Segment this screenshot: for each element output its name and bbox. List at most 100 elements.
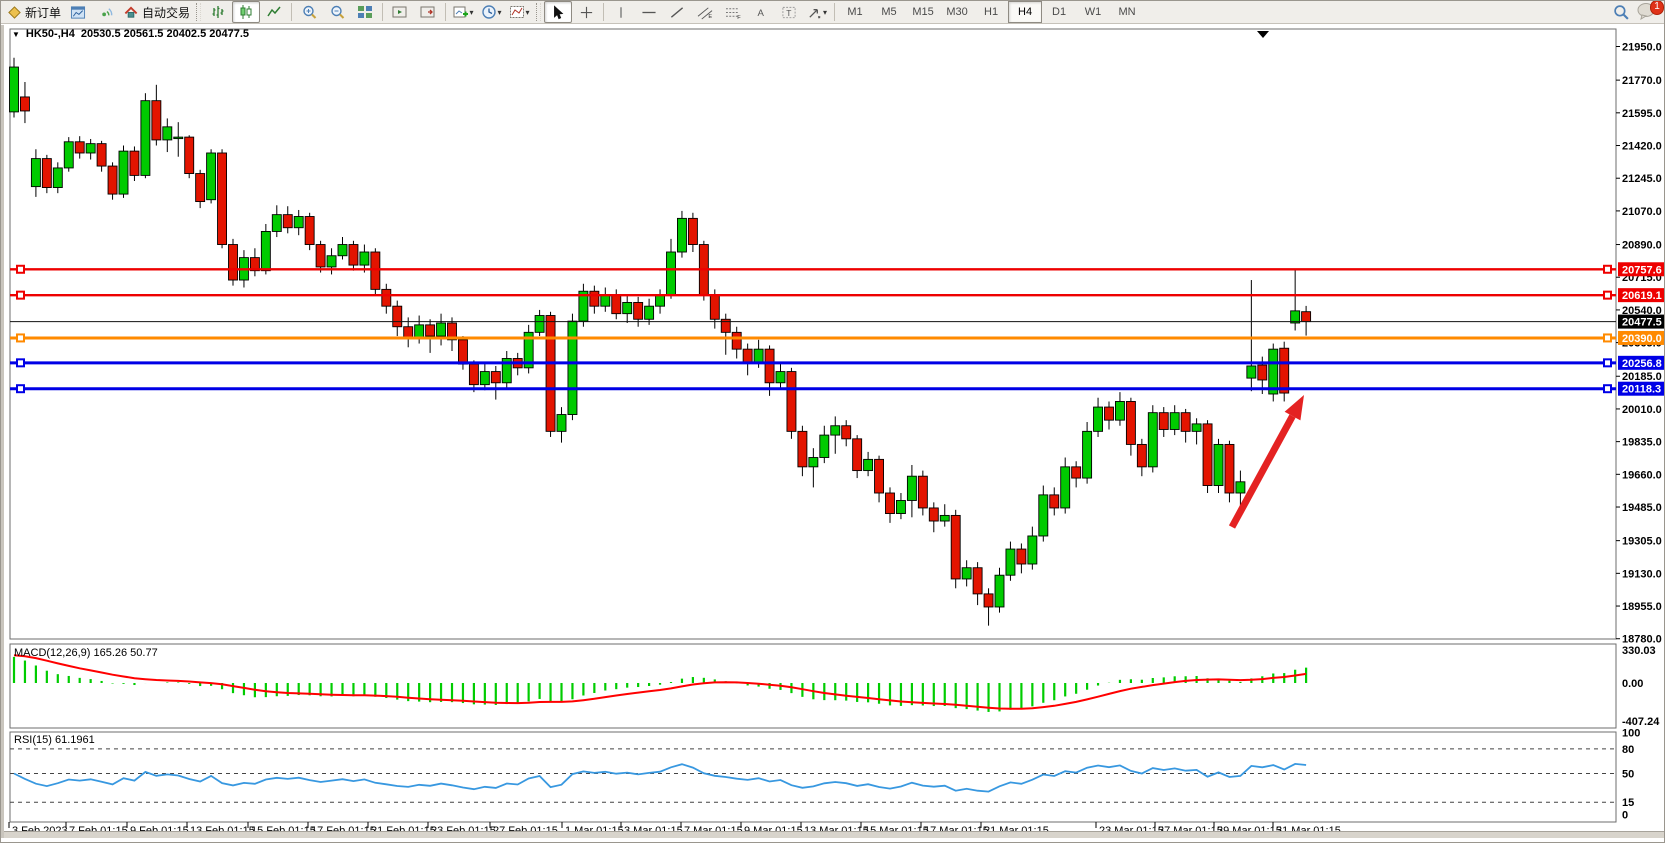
candle-body: [1005, 548, 1016, 576]
chevron-down-icon: ▾: [525, 7, 530, 17]
candle-body: [1169, 412, 1180, 430]
chevron-down-icon: ▾: [497, 7, 502, 17]
candle-body: [184, 136, 195, 174]
toolbar-separator: [445, 3, 447, 21]
tile-windows-button[interactable]: [351, 1, 379, 23]
price-label-box: [1618, 381, 1664, 396]
y-axis-tick-label: 19130.0: [1622, 568, 1662, 580]
timeframe-button-M30[interactable]: M30: [946, 6, 968, 18]
new-chart-dropdown[interactable]: ▾: [449, 1, 477, 23]
collapse-triangle-icon[interactable]: ▼: [12, 29, 20, 39]
candlestick-chart-button[interactable]: [232, 1, 261, 23]
period-dropdown[interactable]: ▾: [477, 1, 505, 23]
rsi-pane[interactable]: [9, 731, 1617, 823]
line-handle[interactable]: [1603, 384, 1612, 394]
candle-body: [129, 150, 140, 176]
candle-body: [414, 324, 425, 339]
candle-body: [85, 143, 96, 154]
auto-scroll-button[interactable]: [386, 1, 414, 23]
candle-body: [863, 458, 874, 472]
candle-body: [107, 165, 118, 195]
svg-text:A: A: [758, 8, 765, 19]
candle-body: [939, 514, 950, 522]
channel-tool[interactable]: E: [691, 1, 719, 23]
price-label-text: 20619.1: [1622, 290, 1662, 302]
line-handle[interactable]: [16, 384, 25, 394]
y-axis-tick-label: 21595.0: [1622, 108, 1662, 120]
price-label-box: [1618, 288, 1664, 303]
chart-canvas[interactable]: 21950.0 21770.0 21595.0 21420.0 21245.0 21070…: [4, 25, 1665, 838]
candle-body: [1301, 311, 1312, 323]
fibonacci-tool[interactable]: F: [719, 1, 747, 23]
candle-body: [490, 371, 501, 384]
candle-body: [786, 371, 797, 432]
arrows-dropdown[interactable]: ▾: [803, 1, 831, 23]
candle-body: [63, 141, 74, 169]
horizontal-line-icon: [642, 11, 656, 13]
timeframe-button-H4[interactable]: H4: [1008, 1, 1043, 23]
chart-window-button[interactable]: [64, 1, 92, 23]
candle-body: [961, 567, 972, 580]
new-order-button[interactable]: 新订单: [4, 1, 64, 23]
timeframe-button-D1[interactable]: D1: [1052, 6, 1067, 18]
template-dropdown[interactable]: ▾: [505, 1, 533, 23]
line-handle[interactable]: [16, 290, 25, 300]
timeframe-button-M1[interactable]: M1: [847, 6, 863, 18]
annotation-arrow-head[interactable]: [1284, 395, 1304, 421]
candle-body: [677, 217, 687, 253]
trendline-tool[interactable]: [663, 1, 691, 23]
candle-body: [950, 514, 961, 580]
candle-body: [370, 251, 381, 290]
bar-chart-button[interactable]: [204, 1, 232, 23]
timeframe-button-W1[interactable]: W1: [1084, 6, 1102, 18]
candle-body: [753, 348, 764, 363]
candle-body: [808, 457, 819, 468]
signals-button[interactable]: [92, 1, 120, 23]
crosshair-button[interactable]: [572, 1, 600, 23]
cursor-button[interactable]: [544, 1, 573, 23]
zoom-out-icon: [330, 5, 344, 19]
line-chart-button[interactable]: [260, 1, 288, 23]
y-axis-tick-label: 18780.0: [1622, 634, 1662, 646]
clock-icon: [481, 5, 496, 19]
svg-text:T: T: [786, 7, 791, 17]
line-handle[interactable]: [1603, 358, 1612, 368]
candle-body: [359, 251, 370, 266]
y-axis-tick-label: 21245.0: [1622, 173, 1662, 185]
candle-body: [841, 425, 852, 440]
chart-shift-button[interactable]: [414, 1, 442, 23]
autotrade-button[interactable]: 自动交易: [120, 1, 193, 23]
timeframe-button-H1[interactable]: H1: [984, 6, 999, 18]
toolbar-right-group: 1: [1613, 1, 1664, 22]
candle-body: [1224, 443, 1235, 494]
line-handle[interactable]: [16, 264, 25, 274]
line-handle[interactable]: [1603, 333, 1612, 343]
line-handle[interactable]: [1603, 290, 1612, 300]
timeframe-button-M5[interactable]: M5: [881, 6, 897, 18]
autotrade-label: 自动交易: [142, 5, 191, 20]
search-icon[interactable]: [1613, 4, 1630, 21]
text-tool[interactable]: A: [747, 1, 775, 23]
zoom-in-button[interactable]: [295, 1, 323, 23]
annotation-arrow-shaft[interactable]: [1228, 414, 1296, 529]
price-label-box: [1618, 330, 1664, 345]
candle-body: [764, 348, 775, 384]
zoom-out-button[interactable]: [323, 1, 351, 23]
candle-body: [928, 507, 939, 522]
rsi-line: [13, 762, 1307, 793]
macd-axis-label: -407.24: [1622, 716, 1660, 728]
text-label-tool[interactable]: T: [775, 1, 803, 23]
timeframe-button-MN[interactable]: MN: [1118, 6, 1136, 18]
line-handle[interactable]: [16, 358, 25, 368]
vertical-line-tool[interactable]: [607, 1, 635, 23]
line-handle[interactable]: [16, 333, 25, 343]
horizontal-line-tool[interactable]: [635, 1, 663, 23]
line-handle[interactable]: [1603, 264, 1612, 274]
candle-body: [1082, 430, 1093, 479]
notifications-button[interactable]: 1: [1636, 1, 1664, 22]
candle-body: [687, 217, 698, 245]
main-chart-pane[interactable]: [9, 28, 1617, 640]
bar-chart-icon: [212, 6, 224, 18]
candle-body: [162, 126, 173, 141]
timeframe-button-M15[interactable]: M15: [912, 6, 934, 18]
